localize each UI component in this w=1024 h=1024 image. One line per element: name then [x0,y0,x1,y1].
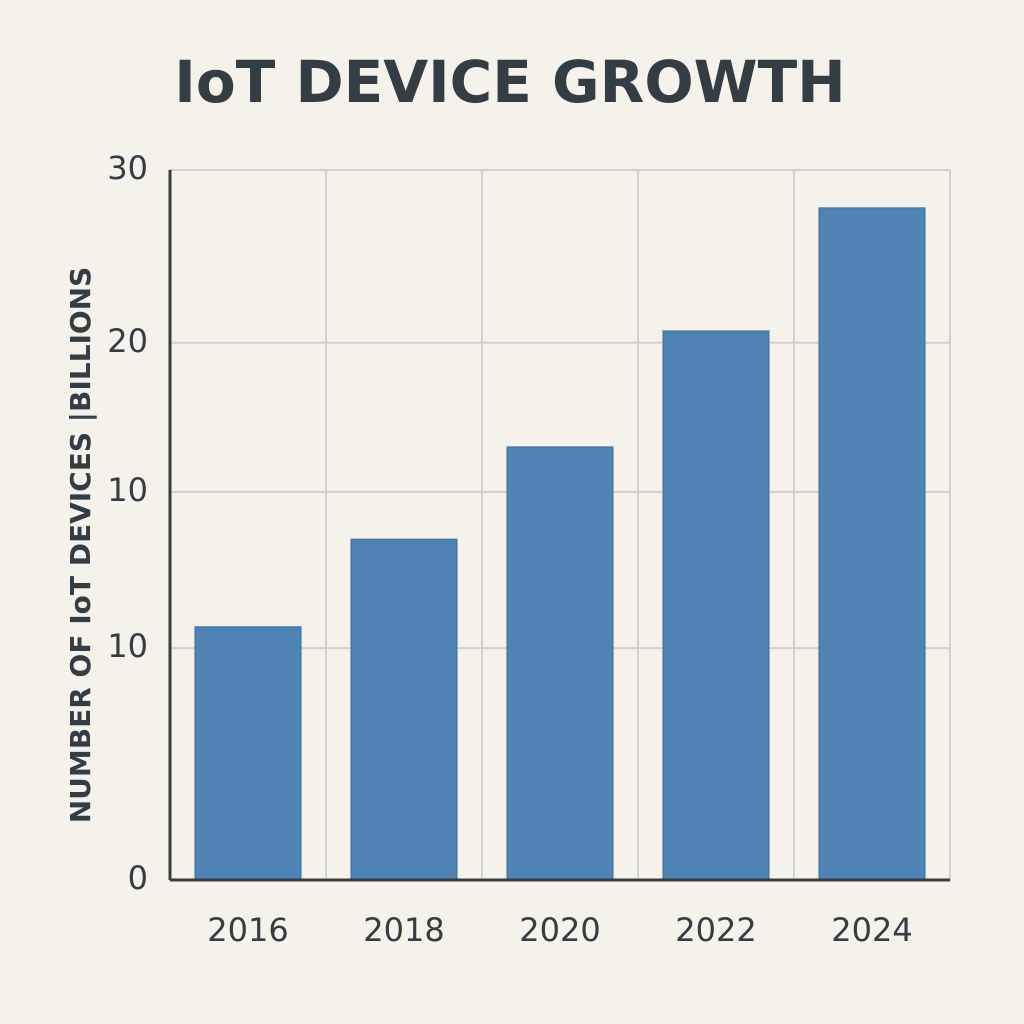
y-tick-label: 30 [107,149,148,187]
y-axis-label: NUMBER OF IoT DEVICES |BILLIONS [64,267,97,824]
bar [506,446,614,881]
chart-title: IoT DEVICE GROWTH [174,48,845,116]
bar [194,626,302,881]
bar [662,330,770,881]
bar [818,207,926,881]
x-tick-label: 2018 [363,911,444,949]
y-tick-label: 20 [107,322,148,360]
y-tick-label: 10 [107,627,148,665]
x-tick-label: 2020 [519,911,600,949]
bar [350,538,458,881]
x-tick-label: 2024 [831,911,912,949]
y-tick-label: 10 [107,471,148,509]
y-tick-label: 0 [128,859,148,897]
x-tick-label: 2022 [675,911,756,949]
x-tick-label: 2016 [207,911,288,949]
